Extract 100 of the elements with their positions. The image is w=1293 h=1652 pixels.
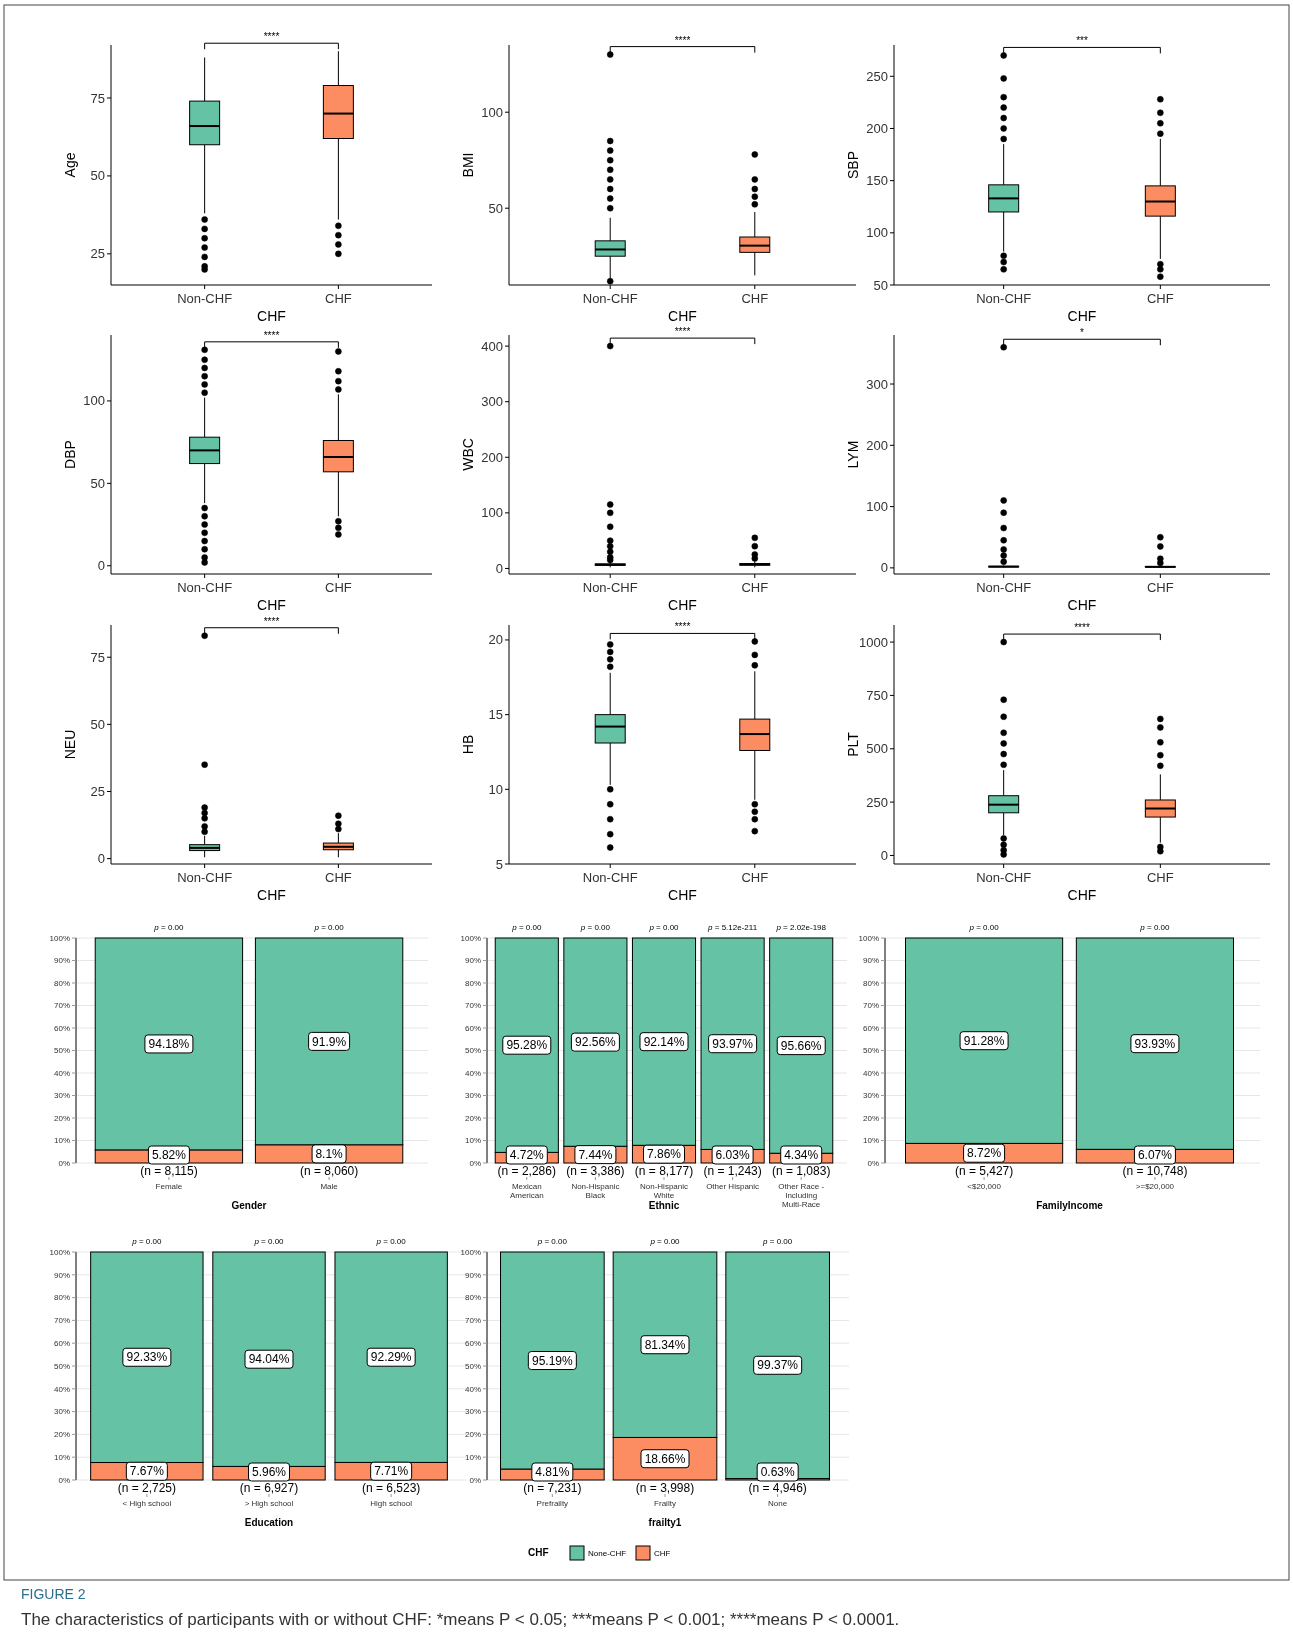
x-axis-title: CHF	[668, 887, 697, 903]
y-tick-label: 30%	[464, 1407, 481, 1417]
annotation: (n = 3,998)	[635, 1481, 695, 1495]
data-label: 92.56%	[575, 1035, 617, 1050]
data-label: 93.93%	[1134, 1036, 1176, 1051]
data-label: 5.96%	[251, 1465, 287, 1480]
y-tick-label: 0%	[469, 1158, 481, 1168]
y-axis-title: Age	[62, 152, 78, 178]
y-tick-label: 250	[866, 794, 888, 810]
annotation: p = 2.02e-198	[775, 923, 827, 932]
annotation: p = 0.00	[313, 923, 345, 932]
y-tick-label: 5	[495, 856, 503, 872]
y-tick-label: 100	[481, 104, 503, 120]
data-label: 99.37%	[757, 1358, 799, 1373]
y-tick-label: 60%	[464, 1339, 481, 1348]
x-axis-title: Ethnic	[648, 1200, 680, 1211]
y-tick-label: 0	[880, 848, 888, 864]
data-label: 8.1%	[315, 1147, 344, 1162]
x-axis-title: Education	[244, 1517, 294, 1528]
y-tick-label: 50	[90, 716, 105, 732]
data-label: 94.04%	[248, 1352, 290, 1367]
y-axis-title: SBP	[845, 150, 861, 180]
x-axis-title: Gender	[231, 1200, 267, 1211]
annotation: (n = 8,060)	[299, 1164, 359, 1178]
annotation: (n = 3,386)	[566, 1164, 625, 1178]
y-tick-label: 20%	[53, 1430, 70, 1440]
y-tick-label: 20%	[464, 1113, 481, 1123]
y-tick-label: 20	[488, 632, 503, 648]
y-tick-label: 90%	[53, 956, 70, 966]
annotation: (n = 1,243)	[703, 1164, 762, 1178]
y-tick-label: 10%	[464, 1453, 481, 1462]
y-tick-label: 60%	[53, 1023, 70, 1033]
x-tick-label: Other Race - Including Multi-Race	[778, 1182, 825, 1209]
legend-label: None-CHF	[588, 1549, 627, 1558]
x-tick-label: Non-CHF	[177, 870, 233, 885]
data-label: 95.28%	[506, 1038, 548, 1053]
y-tick-label: 50%	[862, 1046, 879, 1056]
data-label: 92.33%	[126, 1350, 168, 1365]
text: ****	[263, 31, 280, 43]
y-tick-label: 20%	[862, 1113, 879, 1123]
annotation: p = 0.00	[579, 923, 611, 932]
x-tick-label: CHF	[325, 580, 352, 595]
y-axis-title: WBC	[460, 438, 476, 471]
caption: FIGURE 2	[21, 1586, 86, 1602]
x-axis-title: CHF	[257, 887, 286, 903]
y-tick-label: 75	[90, 649, 105, 665]
annotation: (n = 7,231)	[523, 1481, 582, 1495]
x-axis-title: CHF	[668, 308, 697, 324]
y-tick-label: 80%	[53, 978, 70, 988]
y-tick-label: 70%	[53, 1001, 70, 1011]
data-label: 7.44%	[578, 1147, 613, 1162]
x-tick-label: Mexican American	[509, 1182, 544, 1200]
y-tick-label: 70%	[862, 1001, 879, 1011]
y-tick-label: 50%	[53, 1046, 70, 1056]
x-tick-label: Non-CHF	[177, 580, 233, 595]
y-tick-label: 0%	[867, 1158, 879, 1168]
data-label: 0.63%	[760, 1465, 795, 1480]
data-label: 91.9%	[312, 1034, 347, 1049]
y-tick-label: 10%	[464, 1136, 481, 1146]
x-tick-label: Female	[155, 1182, 183, 1191]
x-axis-title: CHF	[1067, 887, 1097, 903]
y-tick-label: 50%	[464, 1361, 481, 1371]
y-axis-title: PLT	[845, 731, 861, 757]
y-tick-label: 30%	[464, 1091, 481, 1101]
y-tick-label: 25	[90, 246, 105, 262]
y-tick-label: 100%	[49, 1247, 70, 1257]
x-axis-title: CHF	[257, 308, 286, 324]
annotation: (n = 6,927)	[239, 1481, 299, 1495]
y-tick-label: 20%	[464, 1430, 481, 1440]
x-tick-label: Other Hispanic	[706, 1182, 760, 1191]
annotation: (n = 6,523)	[361, 1481, 421, 1495]
x-tick-label: None	[768, 1499, 788, 1508]
y-axis-title: DBP	[62, 440, 78, 469]
annotation: ***	[1076, 35, 1088, 47]
data-label: 93.97%	[712, 1036, 754, 1051]
x-tick-label: CHF	[741, 870, 769, 885]
y-axis-title: LYM	[845, 440, 861, 469]
y-tick-label: 0	[880, 560, 888, 576]
annotation: p = 0.00	[511, 923, 542, 932]
x-tick-label: Non-Hispanic White	[639, 1182, 689, 1200]
y-tick-label: 30%	[862, 1091, 879, 1101]
y-tick-label: 300	[481, 394, 503, 410]
annotation: p = 0.00	[1139, 923, 1171, 932]
y-tick-label: 60%	[862, 1023, 879, 1033]
y-axis-title: NEU	[62, 729, 78, 760]
x-tick-label: <$20,000	[967, 1182, 1002, 1191]
legend-label: CHF	[654, 1549, 671, 1558]
x-tick-label: CHF	[1146, 291, 1174, 306]
data-label: 5.82%	[151, 1148, 187, 1163]
data-label: 8.72%	[967, 1146, 1002, 1161]
x-tick-label: High school	[370, 1499, 413, 1508]
data-label: 81.34%	[644, 1337, 686, 1352]
y-tick-label: 50%	[53, 1361, 70, 1371]
data-label: 6.07%	[1137, 1148, 1173, 1163]
data-label: 18.66%	[644, 1451, 686, 1466]
data-label: 4.72%	[509, 1148, 545, 1163]
x-tick-label: Non-CHF	[582, 580, 638, 595]
y-tick-label: 200	[866, 437, 888, 453]
y-tick-label: 500	[866, 741, 888, 757]
y-tick-label: 0%	[58, 1158, 70, 1168]
